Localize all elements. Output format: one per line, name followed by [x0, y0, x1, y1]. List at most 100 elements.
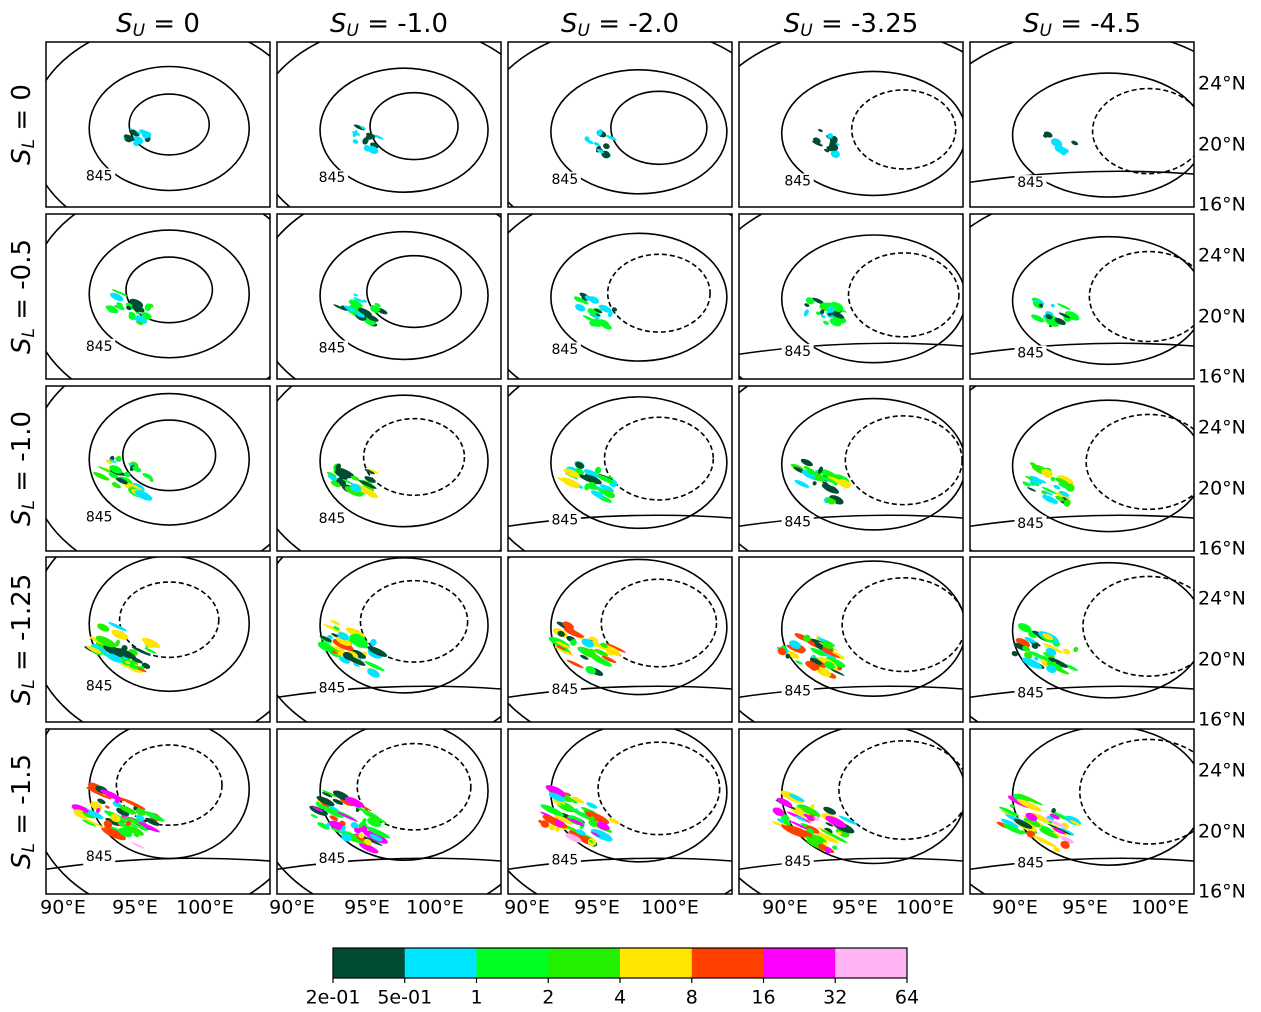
precip-patch: [600, 322, 612, 330]
colorbar-segment: [548, 948, 621, 978]
precip-patch: [824, 847, 832, 854]
x-tick-label: 90°E: [762, 897, 808, 919]
contour: [739, 857, 963, 871]
panel: [739, 214, 963, 379]
precip-patch: [825, 656, 846, 668]
precip-patch: [1042, 643, 1063, 654]
precip-patch: [603, 143, 610, 150]
precip-patch: [785, 653, 791, 659]
precip-patch: [342, 651, 354, 661]
precip-patch: [826, 471, 842, 480]
precip-patch: [312, 806, 324, 813]
contour-label-bg: [1014, 685, 1047, 702]
contour: [1011, 399, 1194, 533]
precip-patch: [1055, 477, 1070, 486]
precip-patch: [594, 648, 608, 657]
precip-patch: [350, 822, 359, 829]
precip-patch: [1045, 647, 1057, 656]
precip-patch: [95, 807, 101, 813]
precip-patch: [321, 792, 333, 798]
precip-patch: [326, 471, 337, 478]
contour: [739, 685, 963, 699]
label-text: = -3.25: [813, 9, 919, 39]
precip-patch: [138, 825, 148, 831]
precip-patch: [827, 306, 835, 313]
precip-patch: [540, 804, 564, 817]
x-tick-label: 95°E: [112, 897, 158, 919]
panel-label: SU = -4.5: [1023, 9, 1141, 42]
precip-patch: [1064, 664, 1079, 671]
precip-patch: [590, 828, 613, 842]
panel-frame: [969, 213, 1195, 380]
precip-patch: [373, 134, 384, 140]
precip-patch: [80, 816, 106, 829]
precip-patch: [135, 807, 146, 816]
precip-patch: [1002, 823, 1024, 835]
precip-patch: [1039, 828, 1059, 839]
precip-patch: [97, 798, 106, 805]
precip-patch: [1016, 798, 1042, 812]
precip-patch: [823, 320, 829, 325]
contour: [508, 514, 732, 528]
panel-frame: [45, 728, 271, 895]
precip-patch: [119, 663, 139, 673]
precip-patch: [787, 651, 800, 659]
label-var: S: [7, 689, 37, 706]
label-var: S: [330, 9, 347, 39]
precip-patch: [323, 624, 344, 634]
contour-label: 845: [784, 344, 811, 360]
precip-patch: [565, 833, 582, 843]
precip-patch: [585, 811, 610, 825]
precip-patch: [1056, 491, 1070, 501]
contour: [362, 417, 466, 497]
precip-patch: [362, 137, 369, 145]
precip-patch: [1054, 660, 1061, 664]
precip-patch: [1054, 145, 1066, 154]
contour: [277, 857, 501, 871]
precip-patch: [145, 817, 160, 826]
contour: [508, 857, 732, 871]
precip-patch: [1060, 836, 1074, 844]
contour: [115, 744, 223, 827]
precip-patch: [1009, 804, 1015, 809]
contour-label-bg: [83, 849, 116, 866]
precip-patch: [1015, 638, 1031, 648]
precip-patch: [814, 831, 839, 844]
precip-patch: [114, 304, 120, 309]
precip-patch: [370, 304, 381, 312]
contour: [319, 67, 489, 193]
precip-patch: [103, 820, 113, 828]
panel-frame: [969, 41, 1195, 208]
precip-patch: [820, 314, 826, 319]
y-tick-label: 24°N: [1198, 73, 1246, 95]
contour: [277, 557, 501, 722]
precip-patch: [803, 634, 811, 642]
x-tick-label: 95°E: [1062, 897, 1108, 919]
precip-patch: [818, 128, 823, 133]
precip-patch: [597, 489, 614, 498]
contour: [319, 557, 489, 694]
contour: [1011, 235, 1194, 366]
precip-patch: [781, 823, 807, 838]
precip-patch: [810, 647, 827, 657]
precip-patch: [606, 135, 617, 141]
contour: [121, 419, 217, 492]
precip-patch: [103, 644, 125, 658]
precip-patch: [131, 842, 145, 849]
precip-patch: [1000, 818, 1019, 829]
panel-frame: [738, 728, 964, 895]
precip-patch: [573, 296, 585, 303]
precip-patch: [598, 304, 612, 313]
precip-patch: [124, 471, 131, 478]
precip-patch: [132, 304, 145, 313]
contour-label: 845: [319, 851, 346, 867]
precip-patch: [322, 789, 337, 797]
contour: [277, 42, 501, 207]
precip-patch: [370, 638, 377, 647]
label-var: S: [784, 9, 801, 39]
precip-patch: [352, 139, 359, 144]
contour-label: 845: [1017, 685, 1044, 701]
label-var: S: [116, 9, 133, 39]
contour-label-bg: [1014, 515, 1047, 532]
precip-patch: [813, 815, 820, 821]
